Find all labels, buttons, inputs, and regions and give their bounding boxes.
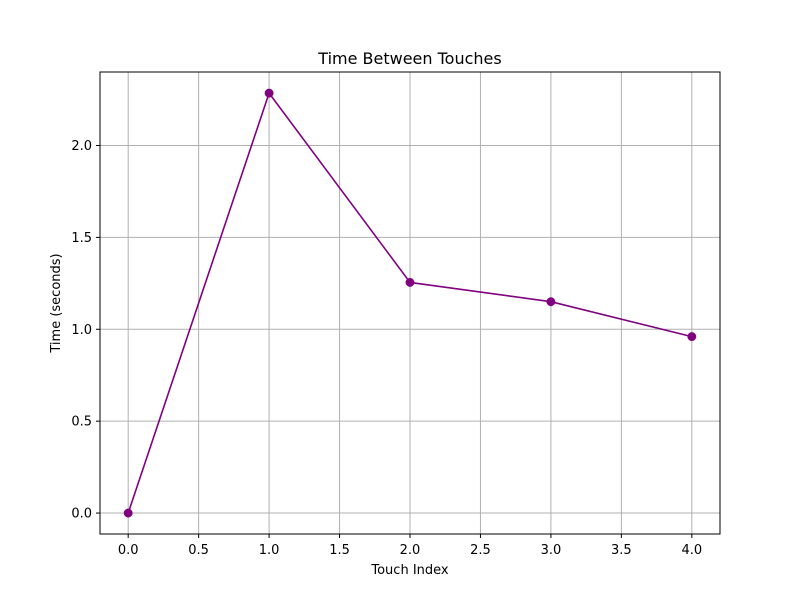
grid (100, 72, 720, 534)
data-point (264, 88, 274, 98)
data-point (405, 277, 415, 287)
x-tick-label: 3.5 (611, 543, 632, 558)
y-tick-label: 0.5 (71, 415, 92, 430)
axis-ticks: 0.0 0.5 1.0 1.5 2.0 2.5 3.0 3.5 4.0 0.0 0.5 1.0 1.5 2… (71, 139, 702, 558)
y-tick-label: 0.0 (71, 507, 92, 522)
data-point (546, 297, 556, 307)
x-tick-label: 0.0 (118, 543, 139, 558)
chart-title: Time Between Touches (317, 49, 501, 68)
y-axis-label: Time (seconds) (49, 253, 64, 353)
x-tick-label: 2.0 (400, 543, 421, 558)
series (123, 88, 697, 518)
x-tick-label: 4.0 (681, 543, 702, 558)
x-tick-label: 1.5 (329, 543, 350, 558)
data-point (123, 508, 133, 518)
x-tick-label: 2.5 (470, 543, 491, 558)
y-tick-label: 1.0 (71, 323, 92, 338)
y-tick-label: 2.0 (71, 139, 92, 154)
x-tick-label: 1.0 (259, 543, 280, 558)
x-tick-label: 3.0 (541, 543, 562, 558)
data-point (687, 332, 697, 342)
x-tick-label: 0.5 (188, 543, 209, 558)
y-tick-label: 1.5 (71, 231, 92, 246)
x-axis-label: Touch Index (370, 563, 449, 578)
